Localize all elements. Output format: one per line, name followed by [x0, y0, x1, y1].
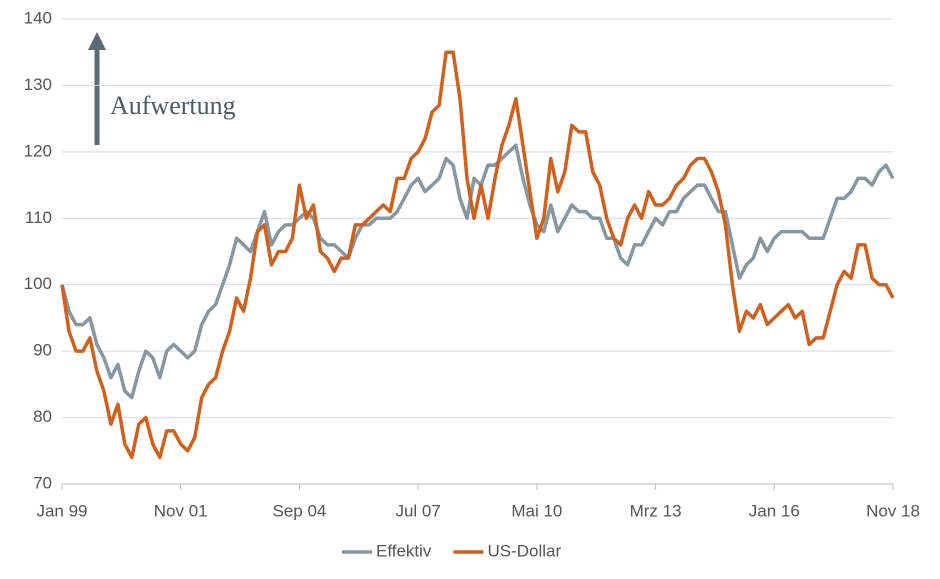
x-tick-label: Mrz 13: [630, 501, 682, 520]
y-tick-label: 120: [24, 141, 52, 160]
y-tick-label: 130: [24, 75, 52, 94]
legend-label: US-Dollar: [487, 541, 561, 560]
x-tick-label: Sep 04: [272, 501, 326, 520]
annotation: Aufwertung: [110, 91, 236, 120]
x-tick-label: Jul 07: [395, 501, 440, 520]
x-tick-label: Jan 99: [36, 501, 87, 520]
y-tick-label: 80: [33, 407, 52, 426]
legend-label: Effektiv: [376, 541, 432, 560]
y-tick-label: 140: [24, 8, 52, 27]
x-tick-label: Jan 16: [749, 501, 800, 520]
y-tick-label: 110: [25, 208, 52, 227]
x-tick-label: Nov 18: [866, 501, 920, 520]
line: [60, 50, 895, 460]
x-tick-label: Mai 10: [511, 501, 562, 520]
y-tick-label: 90: [33, 341, 52, 360]
y-tick-label: 70: [33, 473, 52, 492]
arrow-head: [88, 32, 106, 50]
line: [60, 143, 895, 400]
y-tick-label: 100: [24, 274, 52, 293]
x-tick-label: Nov 01: [154, 501, 208, 520]
